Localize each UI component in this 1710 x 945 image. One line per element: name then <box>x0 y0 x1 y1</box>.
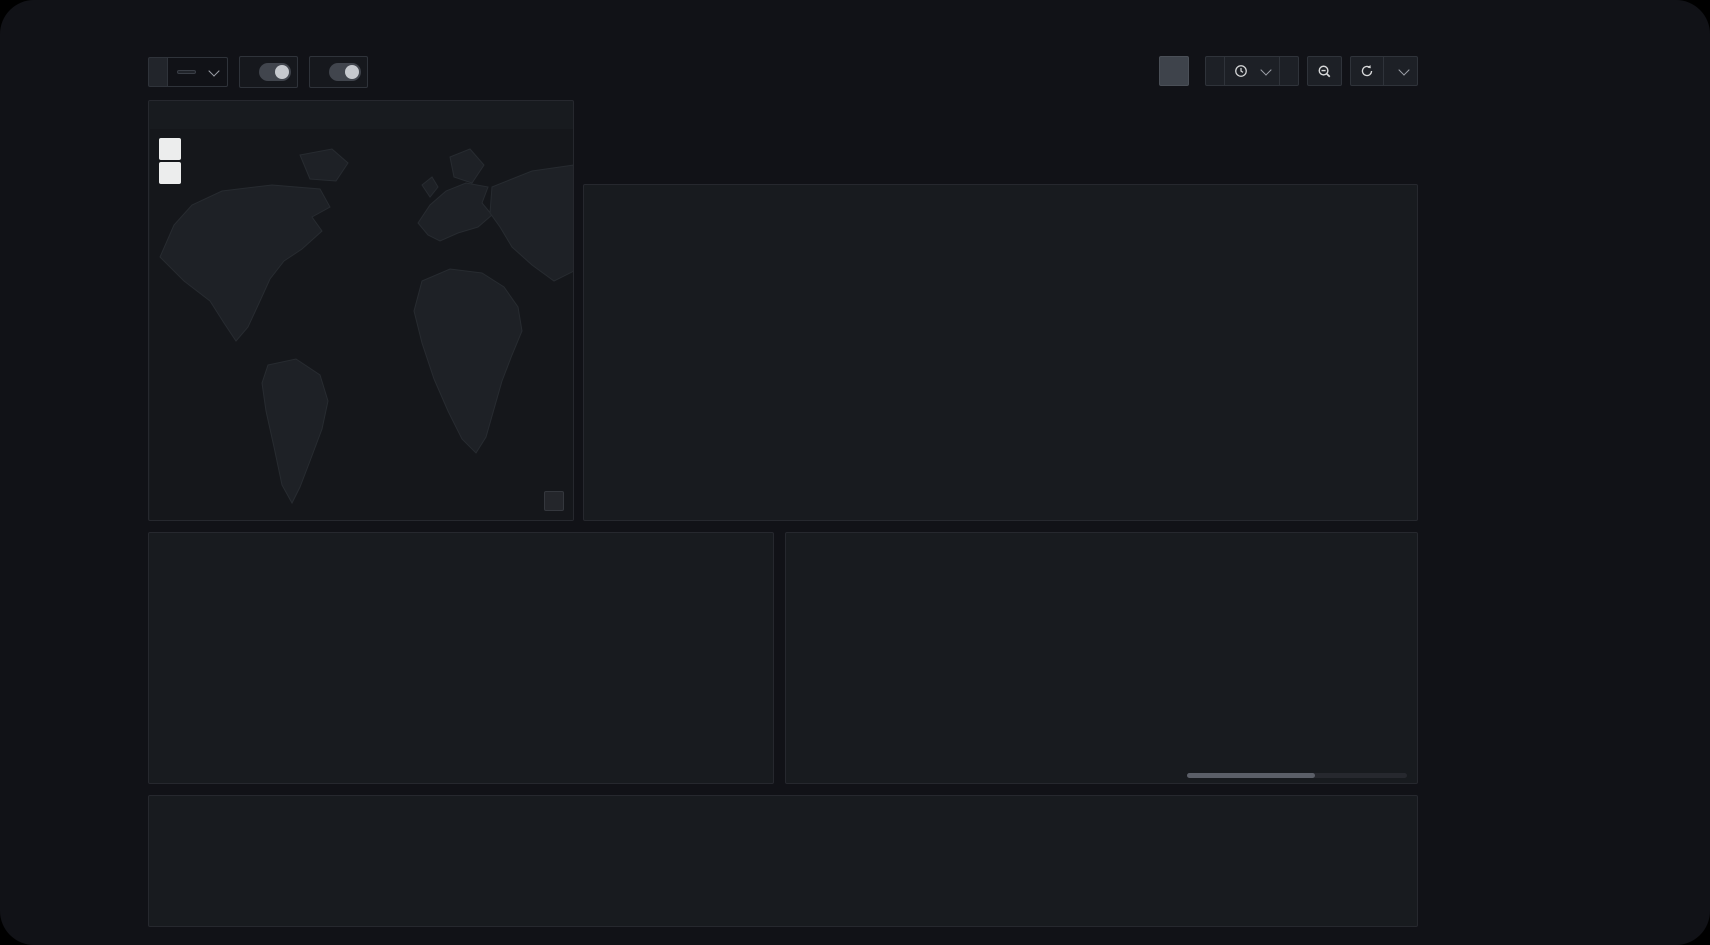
latency-by-phase-legend <box>149 747 773 752</box>
latency-by-probe-chart[interactable] <box>788 563 1172 761</box>
map-zoom-out-button[interactable] <box>159 162 181 184</box>
refresh-button[interactable] <box>1350 56 1384 86</box>
zoom-out-time-button[interactable] <box>1307 56 1342 86</box>
refresh-icon <box>1361 65 1373 77</box>
magnifier-minus-icon <box>1318 65 1331 77</box>
panel-title <box>149 101 573 129</box>
panel-title <box>786 533 1417 561</box>
panel-error-rate-by-probe <box>148 100 574 521</box>
time-range-picker[interactable] <box>1224 56 1280 86</box>
error-rate-chart[interactable] <box>590 213 1410 471</box>
scrollbar-thumb[interactable] <box>1187 773 1315 778</box>
table-scrollbar[interactable] <box>1187 773 1407 778</box>
variable-filter-row <box>148 56 368 88</box>
panel-error-rate <box>583 184 1418 521</box>
time-shift-back-button[interactable] <box>1205 56 1225 86</box>
time-toolbar <box>1159 56 1418 86</box>
time-range-group <box>1205 56 1299 86</box>
alerts-firing-toggle[interactable] <box>259 63 291 81</box>
alerts-pending-filter[interactable] <box>309 56 368 88</box>
refresh-group <box>1350 56 1418 86</box>
stat-panels-row <box>583 100 1418 178</box>
edit-check-button[interactable] <box>1159 56 1189 86</box>
chevron-down-icon <box>1398 63 1410 76</box>
probe-variable-value[interactable] <box>167 57 228 87</box>
world-map[interactable] <box>150 129 573 520</box>
alerts-pending-toggle[interactable] <box>329 63 361 81</box>
map-canvas <box>150 129 573 520</box>
chevron-down-icon[interactable] <box>208 64 220 77</box>
probe-variable-label <box>148 57 167 87</box>
panel-title <box>149 796 1417 824</box>
probe-variable-control[interactable] <box>148 57 228 87</box>
selected-value-chip[interactable] <box>177 70 196 74</box>
map-attribution-icon[interactable] <box>544 491 564 511</box>
table-header-row <box>1183 563 1411 585</box>
error-rate-legend <box>584 471 1417 476</box>
probe-latency-table <box>1183 563 1411 779</box>
time-shift-forward-button[interactable] <box>1279 56 1299 86</box>
panel-title <box>149 533 773 561</box>
toggle-knob <box>275 65 289 79</box>
panel-latency-by-probe <box>785 532 1418 784</box>
chevron-down-icon <box>1260 63 1272 76</box>
refresh-interval-picker[interactable] <box>1383 56 1418 86</box>
alerts-firing-filter[interactable] <box>239 56 298 88</box>
panel-latency-by-phase <box>148 532 774 784</box>
panel-title <box>584 185 1417 213</box>
toggle-knob <box>345 65 359 79</box>
latency-by-phase-chart[interactable] <box>153 561 765 747</box>
clock-icon <box>1235 65 1247 77</box>
panel-logs-failed-checks <box>148 795 1418 927</box>
map-zoom-in-button[interactable] <box>159 138 181 160</box>
